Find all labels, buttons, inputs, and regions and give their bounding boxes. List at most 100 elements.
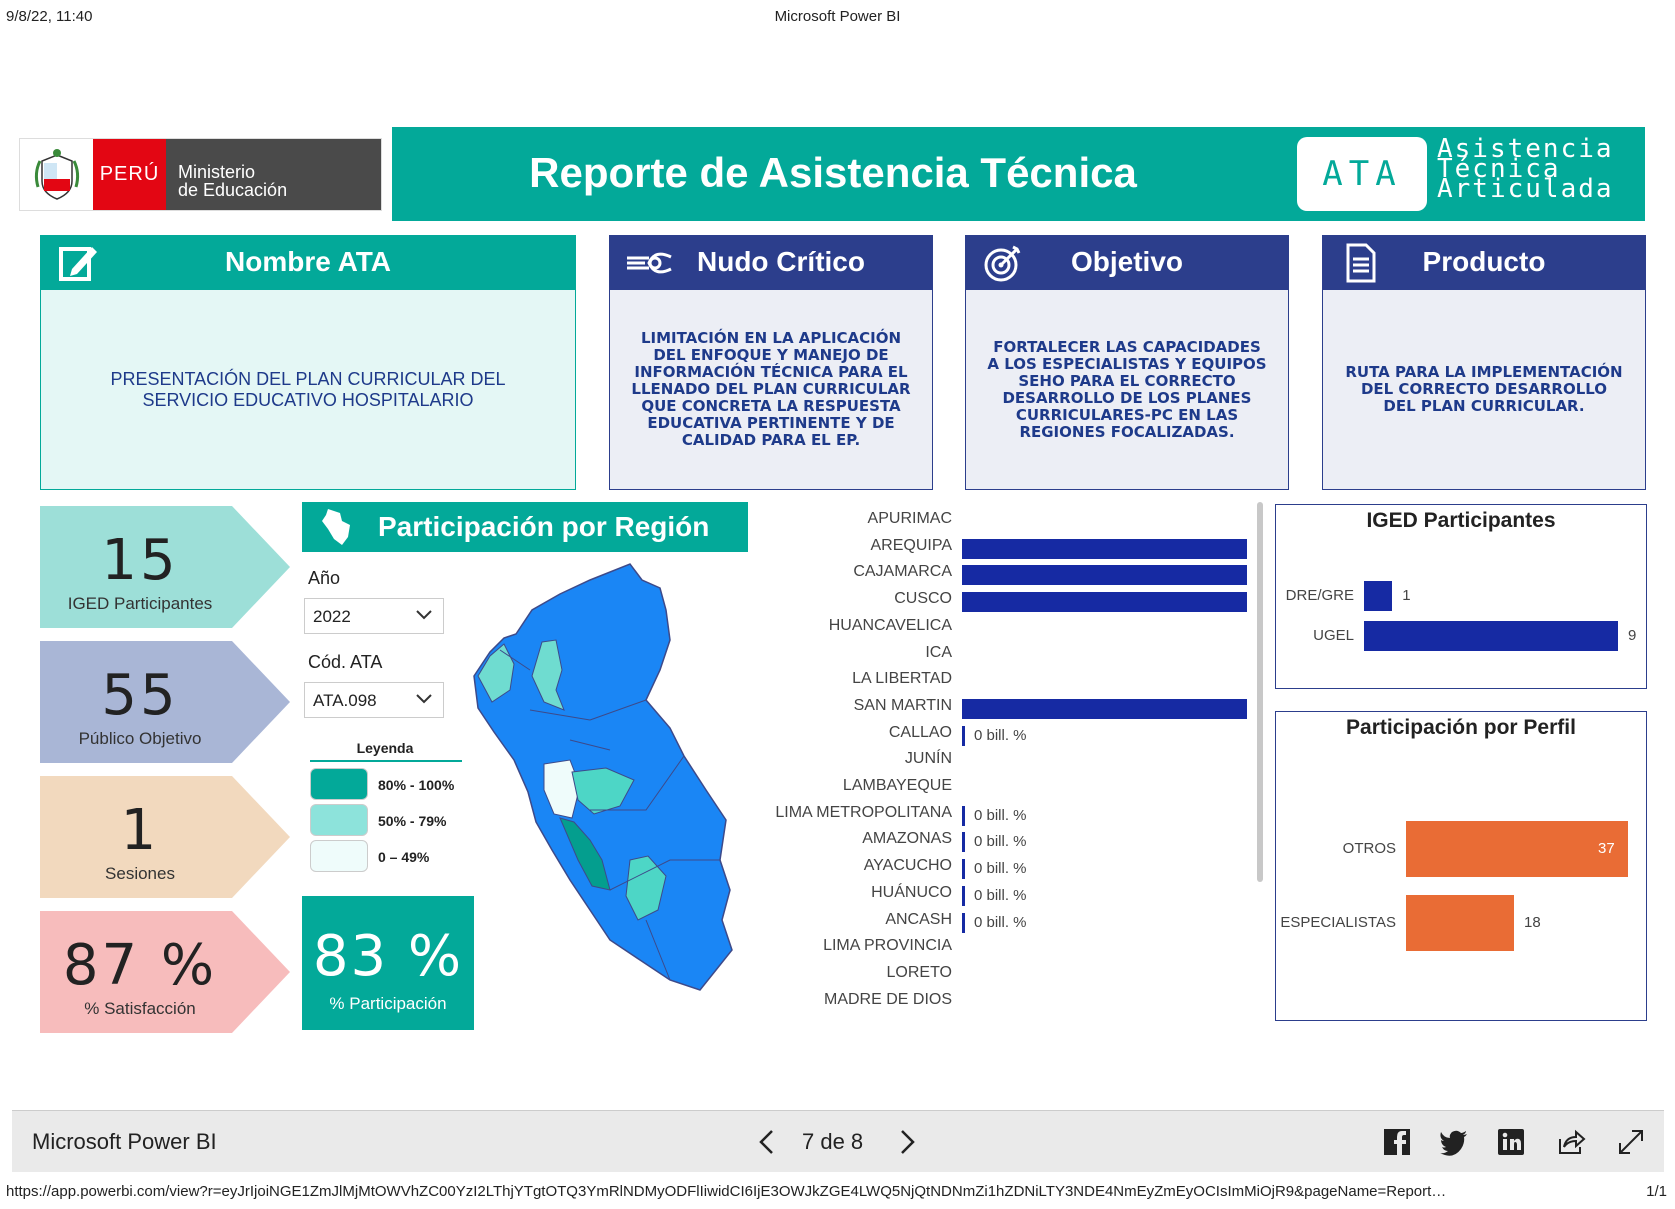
fullscreen-icon[interactable] — [1616, 1127, 1646, 1157]
kpi-satisfaccion-value: 87 % — [62, 933, 218, 998]
card-nombre-header: Nombre ATA — [40, 235, 576, 289]
region-bar[interactable] — [962, 565, 1247, 586]
kpi-satisfaccion-label: % Satisfacción — [84, 999, 196, 1018]
region-bar[interactable] — [962, 698, 1247, 719]
twitter-icon[interactable] — [1439, 1127, 1469, 1157]
perfil-category-label: OTROS — [1342, 840, 1396, 857]
perfil-bar[interactable] — [1406, 821, 1628, 877]
perfil-value-label: 18 — [1524, 914, 1541, 931]
edit-icon — [59, 247, 97, 281]
legend-label-high: 80% - 100% — [378, 777, 455, 793]
region-bar[interactable] — [962, 805, 965, 826]
legend-title: Leyenda — [356, 740, 414, 756]
perfil-panel-title: Participación por Perfil — [1346, 716, 1576, 739]
region-category-label: LORETO — [886, 963, 953, 981]
perfil-bar[interactable] — [1406, 895, 1514, 951]
peru-map-icon — [322, 509, 350, 545]
kpi-sesiones-value: 1 — [120, 798, 160, 863]
region-category-label: AYACUCHO — [863, 857, 952, 875]
region-category-label: LAMBAYEQUE — [842, 777, 952, 794]
legend-swatch-low — [310, 840, 368, 872]
region-bar[interactable] — [962, 885, 965, 906]
iged-panel: IGED Participantes DRE/GRE 1 UGEL 9 — [1275, 504, 1647, 689]
card-nudo-body: LIMITACIÓN EN LA APLICACIÓN DEL ENFOQUE … — [609, 289, 933, 490]
region-category-label: LA LIBERTAD — [852, 670, 952, 688]
page-indicator: 7 de 8 — [802, 1129, 864, 1154]
card-nombre-body: PRESENTACIÓN DEL PLAN CURRICULAR DEL SER… — [40, 289, 576, 490]
chevron-down-icon — [416, 694, 432, 704]
year-slicer-label: Año — [308, 568, 341, 588]
kpi-publico: 55 Público Objetivo — [40, 641, 290, 763]
kpi-iged-value: 15 — [101, 528, 179, 593]
region-category-label: APURIMAC — [867, 510, 952, 527]
region-category-label: LIMA PROVINCIA — [823, 937, 952, 955]
iged-bar[interactable] — [1364, 621, 1618, 651]
card-objetivo-text: FORTALECER LAS CAPACIDADES A LOS ESPECIA… — [987, 337, 1267, 441]
card-nudo-header: Nudo Crítico — [609, 235, 933, 289]
kpi-satisfaccion: 87 % % Satisfacción — [40, 911, 290, 1033]
kpi-publico-value: 55 — [101, 663, 179, 728]
kpi-participacion-value: 83 % — [312, 924, 464, 989]
iged-category-label: UGEL — [1313, 627, 1354, 644]
region-category-label: ANCASH — [885, 910, 952, 928]
kpi-sesiones: 1 Sesiones — [40, 776, 290, 898]
kpi-iged: 15 IGED Participantes — [40, 506, 290, 628]
region-bar[interactable] — [962, 538, 1247, 559]
logo-country: PERÚ — [93, 139, 166, 210]
logo-ministry-line2: de Educación — [178, 180, 288, 200]
region-category-label: AREQUIPA — [870, 536, 953, 554]
region-data-label: 0 bill. % — [974, 913, 1027, 931]
print-title: Microsoft Power BI — [774, 8, 901, 25]
perfil-category-label: ESPECIALISTAS — [1280, 914, 1396, 931]
share-icon[interactable] — [1556, 1127, 1586, 1157]
kpi-sesiones-label: Sesiones — [105, 864, 175, 883]
card-producto-title: Producto — [1422, 246, 1546, 277]
powerbi-footer: Microsoft Power BI 7 de 8 — [12, 1110, 1664, 1172]
print-page-number: 1/1 — [1646, 1183, 1667, 1200]
code-slicer[interactable]: ATA.098 — [304, 682, 444, 718]
region-category-label: CUSCO — [894, 590, 952, 608]
card-objetivo-title: Objetivo — [1070, 246, 1183, 277]
region-data-label: 0 bill. % — [974, 726, 1027, 744]
kpi-participacion-label: % Participación — [329, 994, 447, 1013]
card-nombre-text: PRESENTACIÓN DEL PLAN CURRICULAR DEL SER… — [110, 368, 506, 410]
region-bar[interactable] — [962, 912, 965, 933]
perfil-value-label: 37 — [1598, 840, 1615, 857]
card-producto-text: RUTA PARA LA IMPLEMENTACIÓN DEL CORRECTO… — [1345, 363, 1623, 415]
region-chart-scrollbar[interactable] — [1257, 502, 1263, 882]
prev-page-icon[interactable] — [752, 1127, 782, 1157]
region-bar[interactable] — [962, 592, 1247, 613]
legend-label-low: 0 – 49% — [378, 849, 430, 865]
year-slicer[interactable]: 2022 — [304, 598, 444, 634]
card-producto-body: RUTA PARA LA IMPLEMENTACIÓN DEL CORRECTO… — [1322, 289, 1646, 490]
legend-label-mid: 50% - 79% — [378, 813, 447, 829]
code-slicer-label: Cód. ATA — [308, 652, 383, 672]
region-bar[interactable] — [962, 832, 965, 853]
kpi-iged-label: IGED Participantes — [67, 594, 213, 613]
logo-ministry: Ministerio de Educación — [166, 139, 381, 210]
region-bar[interactable] — [962, 725, 965, 746]
region-category-label: AMAZONAS — [862, 830, 952, 848]
ata-subtitle: Asistencia Técnica Articulada — [1437, 136, 1614, 202]
iged-bar[interactable] — [1364, 581, 1393, 611]
facebook-icon[interactable] — [1382, 1127, 1412, 1157]
ministry-logo: PERÚ Ministerio de Educación — [19, 138, 382, 211]
kpi-publico-label: Público Objetivo — [78, 729, 202, 748]
region-category-label: HUÁNUCO — [871, 883, 952, 901]
region-category-label: HUANCAVELICA — [828, 616, 952, 634]
card-producto-header: Producto — [1322, 235, 1646, 289]
region-header: Participación por Región — [302, 502, 748, 552]
linkedin-icon[interactable] — [1496, 1127, 1526, 1157]
region-data-label: 0 bill. % — [974, 886, 1027, 904]
kpi-participacion: 83 % % Participación — [302, 896, 474, 1030]
knot-icon — [627, 252, 672, 274]
region-data-label: 0 bill. % — [974, 860, 1027, 878]
card-objetivo-header: Objetivo — [965, 235, 1289, 289]
peru-region-map[interactable] — [470, 560, 780, 1010]
next-page-icon[interactable] — [892, 1127, 922, 1157]
ata-subtitle-line2: Técnica — [1437, 154, 1561, 184]
region-bar[interactable] — [962, 859, 965, 880]
print-url: https://app.powerbi.com/view?r=eyJrIjoiN… — [6, 1183, 1447, 1200]
logo-ministry-line1: Ministerio — [178, 162, 256, 182]
region-category-label: CAJAMARCA — [853, 563, 952, 581]
